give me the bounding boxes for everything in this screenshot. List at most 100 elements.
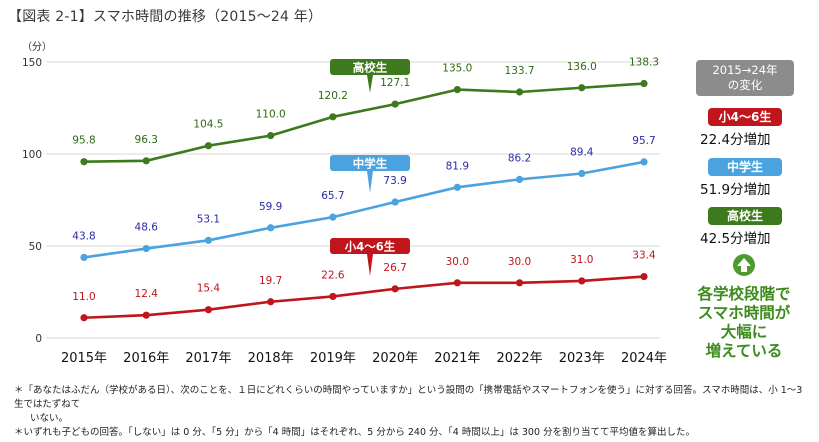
change-high-school: 42.5分増加	[700, 231, 771, 247]
series-tag-pointer	[367, 171, 373, 193]
series-tag-label: 小4～6生	[344, 240, 396, 254]
chart-title: 【図表 2-1】スマホ時間の推移（2015～24 年）	[8, 9, 323, 25]
conclusion-line-2: スマホ時間が	[697, 304, 791, 322]
x-tick-label: 2023年	[559, 351, 605, 366]
data-point	[267, 132, 275, 140]
data-label: 135.0	[442, 63, 472, 75]
data-point	[267, 224, 275, 232]
data-label: 95.7	[632, 135, 655, 147]
data-label: 136.0	[567, 61, 597, 73]
data-label: 12.4	[135, 288, 159, 300]
data-label: 30.0	[446, 256, 469, 268]
data-point	[204, 236, 213, 244]
footnote-1: ＊「あなたはふだん（学校がある日）、次のことを、１日にどれくらいの時間やっていま…	[14, 385, 803, 410]
x-tick-label: 2020年	[372, 351, 418, 366]
data-point	[391, 198, 399, 206]
data-label: 26.7	[383, 262, 406, 274]
data-label: 95.8	[72, 135, 95, 147]
data-point	[578, 84, 586, 92]
data-point	[640, 272, 648, 281]
series-tag-label: 中学生	[353, 157, 388, 171]
data-point	[453, 86, 461, 94]
data-point	[142, 244, 150, 253]
data-point	[453, 183, 461, 191]
y-axis-unit: （分）	[22, 41, 52, 53]
conclusion-text: 各学校段階で スマホ時間が 大幅に 増えている	[676, 285, 812, 361]
badge-elementary: 小4～6生	[708, 108, 782, 126]
conclusion-line-3: 大幅に	[720, 323, 768, 341]
data-point	[640, 158, 648, 166]
y-tick-label: 100	[22, 149, 42, 161]
x-tick-label: 2017年	[185, 351, 231, 366]
data-label: 110.0	[256, 109, 286, 121]
series-line	[83, 275, 645, 320]
series-tag	[330, 59, 410, 75]
data-label: 15.4	[197, 283, 221, 295]
data-label: 86.2	[508, 152, 531, 164]
data-point	[204, 142, 213, 150]
x-tick-label: 2021年	[434, 351, 480, 366]
data-point	[515, 175, 524, 183]
data-label: 53.1	[197, 213, 220, 225]
x-tick-label: 2022年	[497, 351, 543, 366]
x-tick-label: 2018年	[248, 351, 294, 366]
data-label: 30.0	[508, 256, 531, 268]
change-junior-high: 51.9分増加	[700, 182, 771, 198]
data-label: 19.7	[259, 275, 282, 287]
data-label: 48.6	[135, 222, 159, 234]
data-point	[142, 311, 150, 319]
conclusion-line-4: 増えている	[705, 342, 783, 360]
series-tag	[330, 155, 410, 171]
footnotes: ＊「あなたはふだん（学校がある日）、次のことを、１日にどれくらいの時間やっていま…	[14, 384, 804, 440]
data-point	[391, 100, 399, 108]
data-label: 81.9	[446, 160, 469, 172]
badge-high-school: 高校生	[708, 207, 782, 225]
data-point	[329, 292, 337, 301]
data-point	[578, 277, 586, 285]
x-tick-label: 2016年	[123, 351, 169, 366]
data-label: 96.3	[135, 134, 158, 146]
y-tick-label: 50	[29, 241, 42, 253]
data-label: 127.1	[380, 77, 410, 89]
data-label: 138.3	[629, 57, 659, 69]
data-label: 133.7	[505, 65, 535, 77]
comparison-header-line2: の変化	[727, 78, 763, 92]
data-point	[391, 285, 399, 293]
data-point	[80, 314, 88, 322]
data-point	[329, 113, 337, 121]
data-label: 11.0	[72, 291, 95, 303]
series-tag	[330, 238, 410, 254]
footnote-2: ＊いずれも子どもの回答。「しない」は 0 分、「5 分」から「4 時間」はそれぞ…	[14, 427, 696, 438]
data-label: 31.0	[570, 254, 593, 266]
data-label: 104.5	[193, 119, 223, 131]
series-tag-pointer	[367, 75, 373, 93]
series-line	[83, 160, 645, 259]
data-point	[515, 88, 524, 96]
data-label: 33.4	[632, 250, 656, 262]
data-label: 59.9	[259, 201, 282, 213]
data-label: 73.9	[383, 175, 406, 187]
data-point	[204, 306, 213, 314]
change-elementary: 22.4分増加	[700, 132, 771, 148]
data-label: 43.8	[72, 230, 95, 242]
up-arrow-icon	[733, 254, 755, 276]
x-tick-label: 2015年	[61, 351, 107, 366]
data-point	[515, 279, 524, 287]
footnote-1-cont: いない。	[30, 413, 69, 424]
badge-junior-high: 中学生	[708, 158, 782, 176]
data-label: 120.2	[318, 90, 348, 102]
data-label: 22.6	[321, 269, 345, 281]
y-tick-label: 150	[22, 57, 42, 69]
series-tag-pointer	[367, 254, 373, 276]
data-label: 89.4	[570, 147, 594, 159]
data-point	[578, 169, 586, 178]
data-point	[80, 253, 88, 262]
x-tick-label: 2024年	[621, 351, 667, 366]
data-point	[329, 213, 337, 221]
comparison-header: 2015→24年 の変化	[696, 60, 794, 96]
series-line	[83, 82, 645, 164]
data-point	[142, 157, 150, 165]
data-point	[80, 158, 88, 166]
data-label: 65.7	[321, 190, 344, 202]
conclusion-line-1: 各学校段階で	[697, 285, 791, 303]
